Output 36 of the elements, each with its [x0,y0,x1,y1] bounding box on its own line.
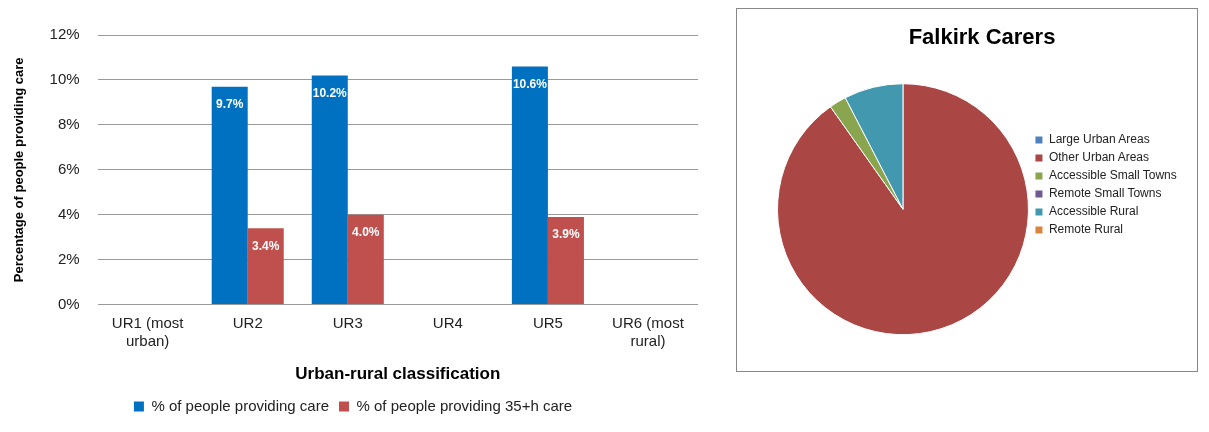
x-tick-label: UR6 (most rural) [612,313,685,349]
bar [511,66,548,305]
y-tick-label: 2% [57,249,80,267]
legend-label: Remote Small Towns [1048,186,1162,201]
data-label: 10.2% [312,85,348,100]
legend-label: % of people providing care [151,396,330,414]
x-tick-label: UR5 [532,313,563,331]
bar [547,216,584,305]
chart-title: Falkirk Carers [908,24,1056,50]
y-tick-label: 10% [49,70,80,88]
x-tick-label: UR1 (most urban) [111,313,185,349]
y-tick-label: 4% [57,204,80,222]
legend-label: Other Urban Areas [1048,150,1150,165]
bar [311,75,348,305]
x-tick-label: UR3 [332,313,363,331]
data-label: 4.0% [352,225,380,240]
bar [347,214,384,305]
bar [247,228,284,305]
x-tick-label: UR4 [432,313,463,331]
y-tick-label: 12% [49,25,80,43]
y-tick-label: 0% [57,294,80,312]
bar [211,86,248,305]
data-label: 10.6% [512,76,548,91]
legend-label: % of people providing 35+h care [356,396,573,414]
legend-label: Accessible Rural [1048,204,1139,219]
x-axis-title: Urban-rural classification [295,364,501,384]
y-tick-label: 6% [57,159,80,177]
data-label: 3.4% [252,238,280,253]
y-tick-label: 8% [57,115,80,133]
data-label: 9.7% [216,96,244,111]
legend-label: Large Urban Areas [1048,132,1150,147]
legend-label: Accessible Small Towns [1048,168,1177,183]
data-label: 3.9% [552,227,580,242]
legend-label: Remote Rural [1048,222,1123,237]
y-axis-title: Percentage of people providing care [11,57,27,283]
x-tick-label: UR2 [232,313,263,331]
